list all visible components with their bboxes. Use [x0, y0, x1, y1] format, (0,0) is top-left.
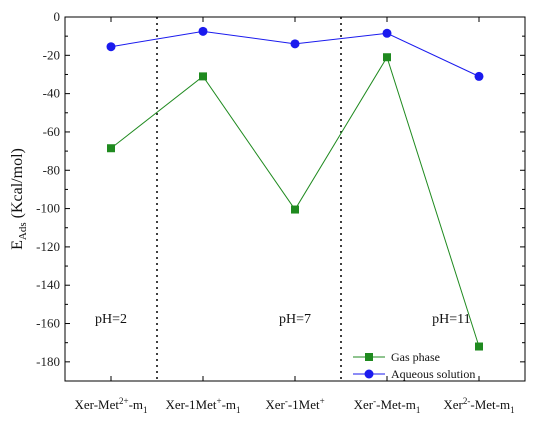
- data-point-square: [291, 205, 299, 214]
- y-tick-label: -140: [36, 277, 60, 292]
- y-tick-label: -180: [36, 354, 60, 369]
- y-tick-label: -60: [43, 124, 60, 139]
- y-tick-label: -120: [36, 239, 60, 254]
- superscript: -: [285, 396, 288, 406]
- series-line-1: [110, 30, 480, 77]
- region-label: pH=2: [95, 312, 127, 327]
- y-tick-label: -100: [36, 201, 60, 216]
- data-point-circle: [474, 71, 484, 81]
- data-point-circle: [290, 39, 300, 49]
- y-tick-label: -20: [43, 47, 60, 62]
- data-point-square: [475, 342, 483, 351]
- subscript: Ads: [17, 222, 29, 240]
- data-point-circle: [198, 26, 208, 36]
- data-point-circle: [106, 42, 116, 52]
- legend-marker-square: [365, 353, 373, 361]
- legend: Gas phase Aqueous solution: [353, 350, 475, 381]
- x-category-label: Xer--Met-m1: [354, 396, 421, 415]
- x-category-label: Xer-1Met+-m1: [165, 396, 240, 415]
- x-category-label: Xer2--Met-m1: [443, 396, 514, 415]
- region-label: pH=11: [432, 312, 471, 327]
- data-point-circle: [382, 28, 392, 38]
- data-point-square: [383, 53, 391, 62]
- data-point-square: [199, 72, 207, 81]
- legend-label: Gas phase: [391, 350, 440, 364]
- superscript: -: [373, 396, 376, 406]
- series-line-0: [110, 56, 480, 347]
- y-tick-label: -160: [36, 316, 60, 331]
- superscript: +: [320, 396, 325, 406]
- subscript: 1: [236, 405, 241, 415]
- x-category-label: Xer-Met2+-m1: [74, 396, 147, 415]
- y-tick-label: -80: [43, 162, 60, 177]
- superscript: 2-: [463, 396, 471, 406]
- superscript: 2+: [119, 396, 129, 406]
- legend-label: Aqueous solution: [391, 367, 475, 381]
- legend-marker-circle: [364, 369, 374, 379]
- y-tick-label: 0: [54, 9, 61, 24]
- subscript: 1: [510, 405, 515, 415]
- y-tick-label: -40: [43, 86, 60, 101]
- superscript: +: [216, 396, 221, 406]
- subscript: 1: [416, 405, 421, 415]
- subscript: 1: [143, 405, 148, 415]
- data-point-square: [107, 144, 115, 153]
- region-label: pH=7: [279, 312, 311, 327]
- x-category-label: Xer--1Met+: [265, 396, 324, 412]
- y-axis-label: EAds (Kcal/mol): [9, 148, 29, 250]
